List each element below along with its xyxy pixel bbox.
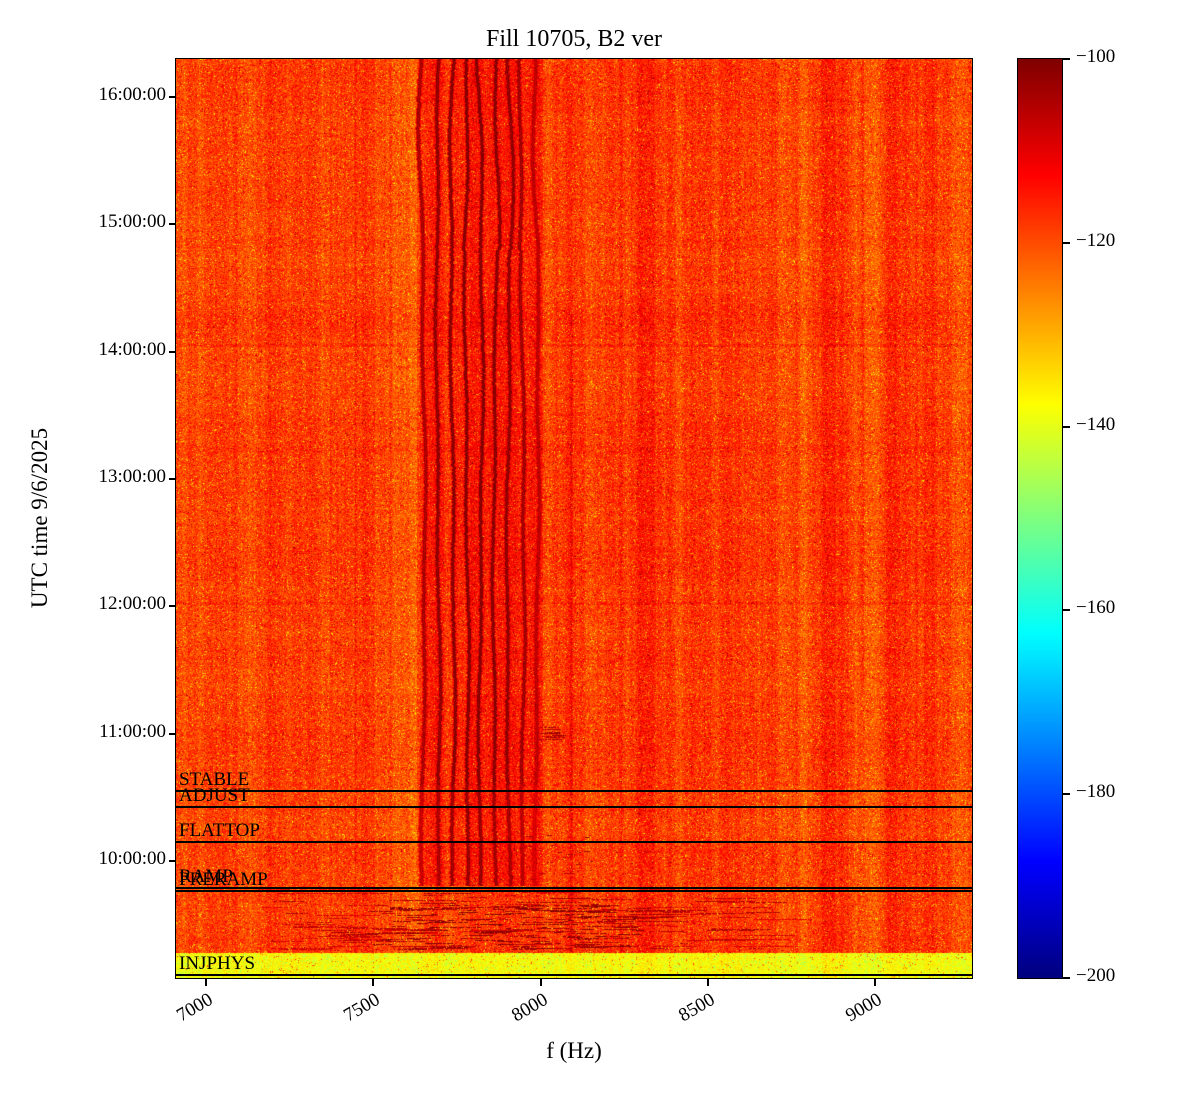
x-tick-label: 7000 xyxy=(173,989,217,1027)
colorbar-tick-label: −140 xyxy=(1076,413,1116,435)
x-tick-mark xyxy=(874,979,876,986)
colorbar-tick-mark xyxy=(1063,793,1070,796)
y-tick-mark xyxy=(169,223,176,226)
x-tick-label: 8000 xyxy=(507,989,552,1027)
spectrogram-heatmap xyxy=(176,59,972,978)
x-tick-label: 7500 xyxy=(340,989,384,1027)
y-tick-label: 15:00:00 xyxy=(98,211,166,233)
colorbar-tick-mark xyxy=(1063,977,1070,979)
colorbar-tick-mark xyxy=(1063,609,1070,612)
colorbar-gradient xyxy=(1018,59,1062,978)
colorbar-tick-label: −200 xyxy=(1076,965,1116,986)
x-tick-label: 9000 xyxy=(842,989,886,1027)
colorbar-tick-label: −120 xyxy=(1076,229,1116,251)
beam-mode-line-stable xyxy=(176,789,972,792)
beam-mode-line-injphys xyxy=(176,974,972,977)
y-tick-label: 11:00:00 xyxy=(99,720,166,742)
beam-mode-line-flattop xyxy=(176,840,972,843)
beam-mode-label-preramp: PRERAMP xyxy=(179,869,268,891)
y-tick-label: 12:00:00 xyxy=(98,593,166,615)
colorbar-tick-label: −160 xyxy=(1076,597,1116,619)
plot-area xyxy=(175,58,973,979)
y-tick-label: 16:00:00 xyxy=(98,84,166,106)
y-tick-label: 10:00:00 xyxy=(98,847,166,869)
x-tick-mark xyxy=(539,979,542,986)
beam-mode-line-adjust xyxy=(176,806,972,809)
colorbar-tick-label: −180 xyxy=(1076,781,1116,803)
y-tick-label: 13:00:00 xyxy=(98,466,166,488)
y-axis-label: UTC time 9/6/2025 xyxy=(27,427,52,609)
chart-title: Fill 10705, B2 ver xyxy=(485,26,663,52)
beam-mode-label-flattop: FLATTOP xyxy=(179,819,260,841)
colorbar-tick-mark xyxy=(1063,241,1070,244)
colorbar xyxy=(1017,58,1063,979)
x-tick-mark xyxy=(205,979,208,986)
beam-mode-label-injphys: INJPHYS xyxy=(179,953,256,975)
beam-mode-label-adjust: ADJUST xyxy=(179,785,250,807)
y-tick-mark xyxy=(169,859,176,862)
beam-mode-label-ramp: RAMP xyxy=(179,865,233,887)
beam-mode-line-ramp xyxy=(176,886,972,889)
colorbar-tick-label: −100 xyxy=(1076,46,1116,67)
beam-mode-line-preramp xyxy=(176,890,972,893)
y-tick-mark xyxy=(169,478,176,481)
beam-mode-label-stable: STABLE xyxy=(179,768,250,790)
y-tick-mark xyxy=(169,605,176,608)
colorbar-tick-mark xyxy=(1063,425,1070,428)
x-axis-label: f (Hz) xyxy=(546,1038,602,1063)
y-tick-mark xyxy=(169,732,176,735)
x-tick-mark xyxy=(372,979,375,986)
x-tick-mark xyxy=(706,979,709,986)
y-tick-mark xyxy=(169,96,176,99)
y-tick-mark xyxy=(169,350,176,353)
colorbar-tick-mark xyxy=(1063,58,1070,60)
y-tick-label: 14:00:00 xyxy=(98,338,166,360)
x-tick-label: 8500 xyxy=(674,989,719,1027)
